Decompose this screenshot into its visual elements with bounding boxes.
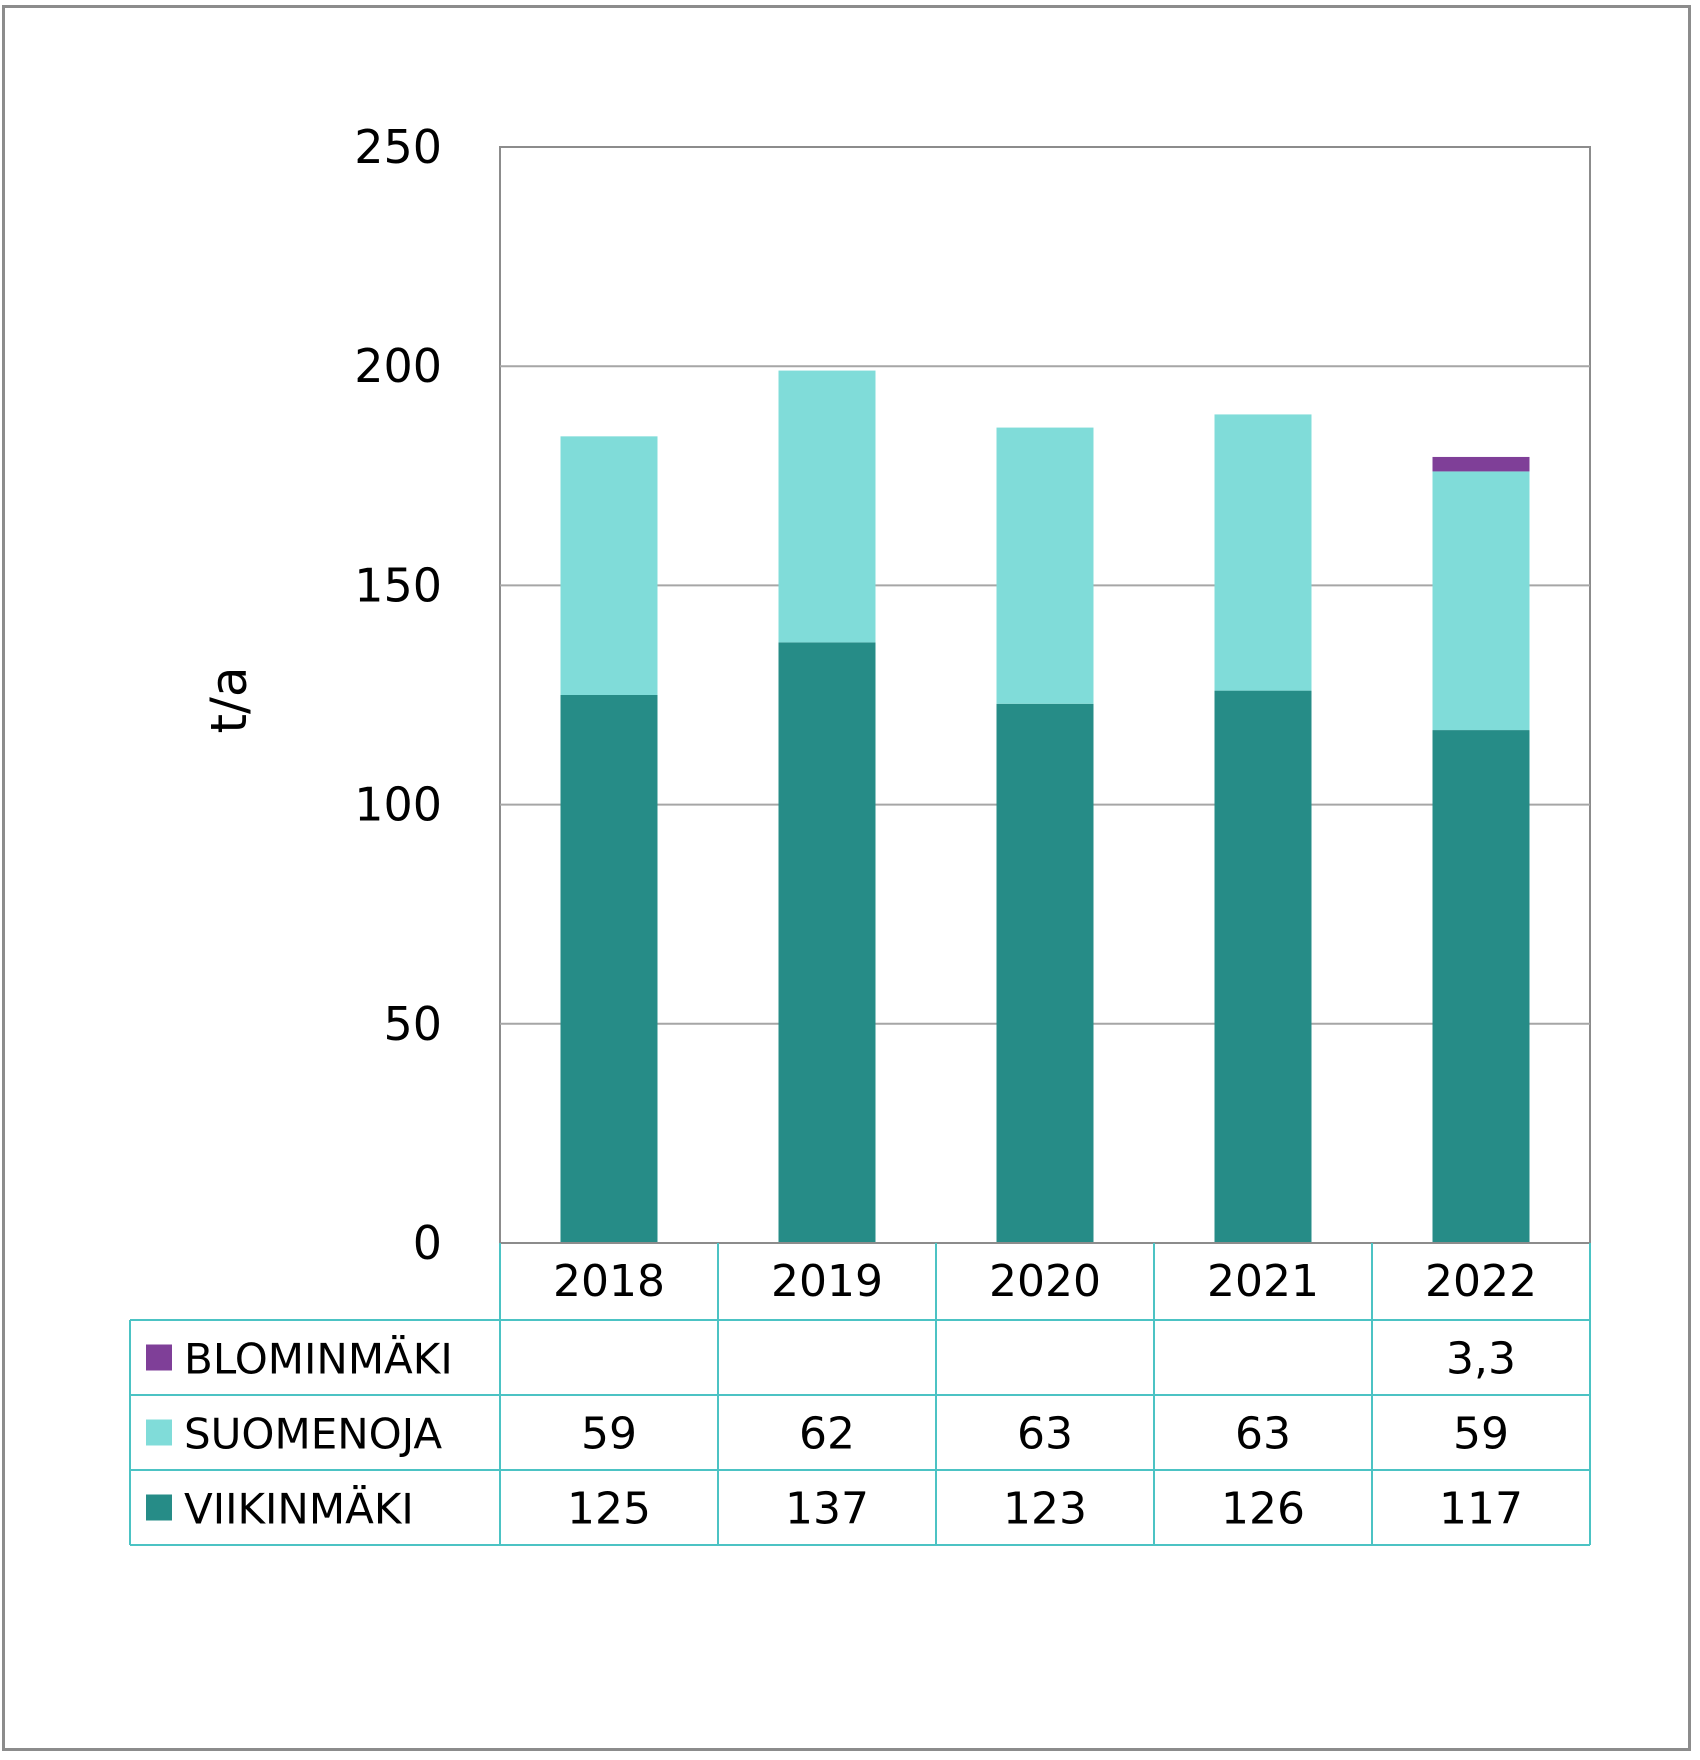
data-label: 63: [1235, 1409, 1291, 1460]
x-category-label: 2022: [1425, 1256, 1537, 1307]
legend-swatch: [146, 1419, 172, 1446]
legend-label: BLOMINMÄKI: [184, 1334, 453, 1384]
data-label: 125: [567, 1484, 651, 1535]
y-tick-label: 150: [354, 558, 442, 612]
bars: [560, 370, 1530, 1243]
x-category-label: 2018: [553, 1256, 665, 1307]
legend-label: SUOMENOJA: [184, 1410, 442, 1459]
legend-swatch: [146, 1494, 172, 1521]
y-axis-label: t/a: [200, 666, 258, 733]
y-tick-label: 100: [354, 778, 442, 832]
data-label: 137: [785, 1484, 869, 1535]
bar-segment: [1432, 730, 1530, 1243]
bar-segment: [778, 642, 876, 1243]
bar-segment: [996, 703, 1094, 1243]
bar-segment: [778, 370, 876, 643]
legend-label: VIIKINMÄKI: [184, 1484, 414, 1534]
y-tick-label: 250: [354, 120, 442, 174]
data-label: 117: [1439, 1484, 1523, 1535]
data-label: 63: [1017, 1409, 1073, 1460]
data-table: 2018 2019 2020 2021 2022 BLOMINMÄKI 3,3 SUOMENO…: [129, 1243, 1591, 1546]
data-label: 62: [799, 1409, 855, 1460]
data-label: 126: [1221, 1484, 1305, 1535]
data-label: 123: [1003, 1484, 1087, 1535]
axes: 0 50 100 150 200 250: [354, 120, 1590, 1270]
bar-segment: [560, 695, 658, 1243]
bar-segment: [996, 427, 1094, 704]
data-label: 59: [581, 1409, 637, 1460]
data-label: 3,3: [1446, 1334, 1516, 1385]
bar-segment: [1432, 471, 1530, 731]
y-tick-label: 50: [383, 997, 442, 1051]
y-tick-label: 0: [413, 1216, 442, 1270]
y-tick-label: 200: [354, 339, 442, 393]
bar-segment: [1214, 690, 1312, 1243]
bar-segment: [1432, 456, 1530, 472]
x-category-label: 2021: [1207, 1256, 1319, 1307]
data-label: 59: [1453, 1409, 1509, 1460]
legend-swatch: [146, 1344, 172, 1371]
bar-segment: [1214, 414, 1312, 691]
x-category-label: 2019: [771, 1256, 883, 1307]
bar-segment: [560, 436, 658, 695]
x-category-label: 2020: [989, 1256, 1101, 1307]
